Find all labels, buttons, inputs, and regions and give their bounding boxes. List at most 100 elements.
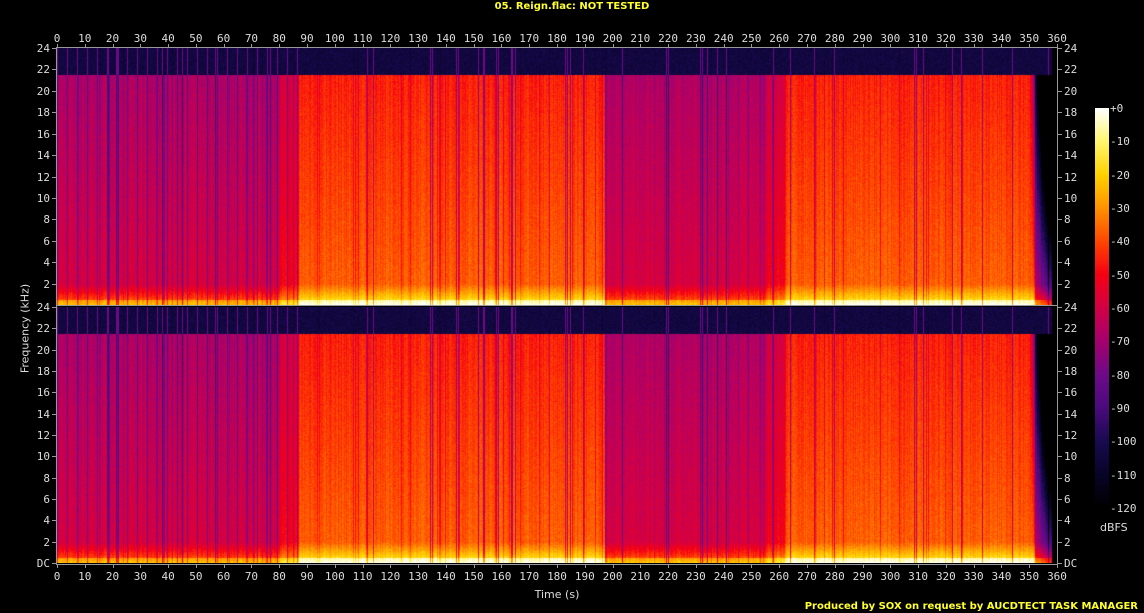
y-tick-mark [52, 48, 56, 49]
x-tick-label-top: 130 [408, 32, 429, 45]
y-tick-mark [52, 541, 56, 543]
x-tick-mark [140, 564, 142, 568]
x-tick-label-top: 70 [244, 32, 259, 45]
y-tick-mark [52, 155, 56, 157]
x-tick-label-top: 60 [217, 32, 231, 45]
x-tick-mark [279, 44, 281, 48]
x-tick-mark [1029, 44, 1031, 48]
colorbar-tick-label: +0 [1110, 102, 1124, 115]
x-tick-mark [973, 44, 975, 48]
colorbar-unit: dBFS [1100, 521, 1128, 534]
y-tick-label-right: 16 [1064, 127, 1078, 141]
x-tick-mark [918, 564, 920, 568]
x-tick-label-bottom: 30 [133, 570, 147, 583]
x-tick-mark [195, 44, 197, 48]
x-tick-mark [362, 564, 364, 568]
x-tick-mark [307, 564, 308, 568]
x-tick-mark [584, 44, 586, 48]
y-tick-label-left: 24 [36, 42, 50, 55]
y-tick-label-right: 2 [1064, 277, 1071, 291]
x-tick-label-bottom: 0 [53, 570, 61, 583]
x-tick-mark [168, 44, 170, 48]
y-tick-mark [52, 413, 56, 415]
x-tick-label-bottom: 160 [491, 570, 512, 583]
x-tick-mark [918, 44, 920, 48]
x-tick-label-top: 110 [352, 32, 373, 45]
y-tick-label-right: 8 [1064, 213, 1071, 227]
y-tick-label-left: 2 [43, 277, 50, 291]
x-tick-mark [1057, 44, 1058, 48]
y-tick-label-right: 18 [1064, 106, 1078, 120]
x-tick-mark [57, 44, 58, 48]
x-tick-label-top: 340 [991, 32, 1012, 45]
y-tick-label-right: 22 [1064, 63, 1078, 77]
y-tick-mark [52, 262, 56, 264]
x-tick-label-top: 200 [602, 32, 623, 45]
x-tick-mark [807, 44, 808, 48]
y-tick-mark [1058, 155, 1062, 157]
y-tick-mark [52, 371, 56, 372]
x-tick-label-top: 80 [272, 32, 286, 45]
y-tick-label-right: 14 [1064, 407, 1078, 421]
x-tick-label-bottom: 200 [602, 570, 623, 583]
y-tick-label-right: 12 [1064, 429, 1078, 442]
y-tick-label-left: 20 [36, 343, 50, 357]
x-tick-label-top: 10 [78, 32, 92, 45]
x-tick-mark [445, 44, 447, 48]
y-tick-mark [52, 520, 56, 522]
x-tick-mark [612, 44, 614, 48]
x-tick-label-bottom: 280 [824, 570, 845, 583]
x-axis-label: Time (s) [534, 588, 580, 601]
x-tick-mark [112, 564, 114, 568]
y-tick-label-right: 24 [1064, 301, 1078, 314]
y-tick-mark [1058, 563, 1062, 564]
y-tick-label-left: 12 [36, 429, 50, 442]
y-tick-mark [1058, 240, 1062, 242]
x-tick-mark [334, 44, 336, 48]
y-tick-mark [52, 392, 56, 394]
y-tick-mark [1058, 197, 1062, 199]
x-tick-mark [862, 564, 864, 568]
x-tick-label-top: 40 [161, 32, 175, 45]
y-tick-mark [52, 499, 56, 500]
y-tick-label-left: 10 [36, 450, 50, 464]
y-tick-label-left: 4 [43, 256, 50, 270]
x-tick-label-bottom: 110 [352, 570, 373, 583]
x-tick-mark [168, 564, 170, 568]
x-tick-label-bottom: 290 [852, 570, 873, 583]
y-tick-mark [1058, 541, 1062, 543]
y-tick-label-left: 18 [36, 365, 50, 378]
y-tick-label-left: 14 [36, 149, 50, 163]
y-tick-label-left: 6 [43, 493, 50, 506]
x-tick-label-top: 230 [685, 32, 706, 45]
x-tick-label-bottom: 360 [1047, 570, 1067, 583]
x-tick-label-top: 270 [797, 32, 817, 45]
x-tick-mark [668, 44, 670, 48]
x-tick-label-top: 210 [630, 32, 651, 45]
y-tick-mark [1058, 392, 1062, 394]
x-tick-label-top: 290 [852, 32, 873, 45]
x-tick-label-bottom: 120 [380, 570, 401, 583]
channel-divider [56, 305, 1058, 306]
y-tick-label-right: 14 [1064, 149, 1078, 163]
x-tick-label-bottom: 340 [991, 570, 1012, 583]
x-tick-label-bottom: 50 [189, 570, 203, 583]
x-tick-label-top: 330 [963, 32, 984, 45]
x-tick-mark [223, 564, 225, 568]
y-tick-mark [1058, 477, 1062, 479]
y-tick-label-right: 6 [1064, 234, 1071, 248]
y-tick-label-right: 10 [1064, 191, 1078, 205]
y-tick-mark [1058, 69, 1062, 71]
x-tick-mark [251, 564, 253, 568]
x-tick-mark [84, 44, 86, 48]
x-tick-label-bottom: 350 [1019, 570, 1040, 583]
x-tick-mark [945, 564, 947, 568]
x-tick-mark [668, 564, 670, 568]
x-tick-label-top: 360 [1047, 32, 1067, 45]
x-tick-mark [112, 44, 114, 48]
y-tick-mark [52, 283, 56, 285]
y-tick-mark [1058, 349, 1062, 351]
y-tick-label-left: 16 [36, 127, 50, 141]
x-tick-mark [445, 564, 447, 568]
credit-text: Produced by SOX on request by AUCDTECT T… [804, 601, 1138, 612]
